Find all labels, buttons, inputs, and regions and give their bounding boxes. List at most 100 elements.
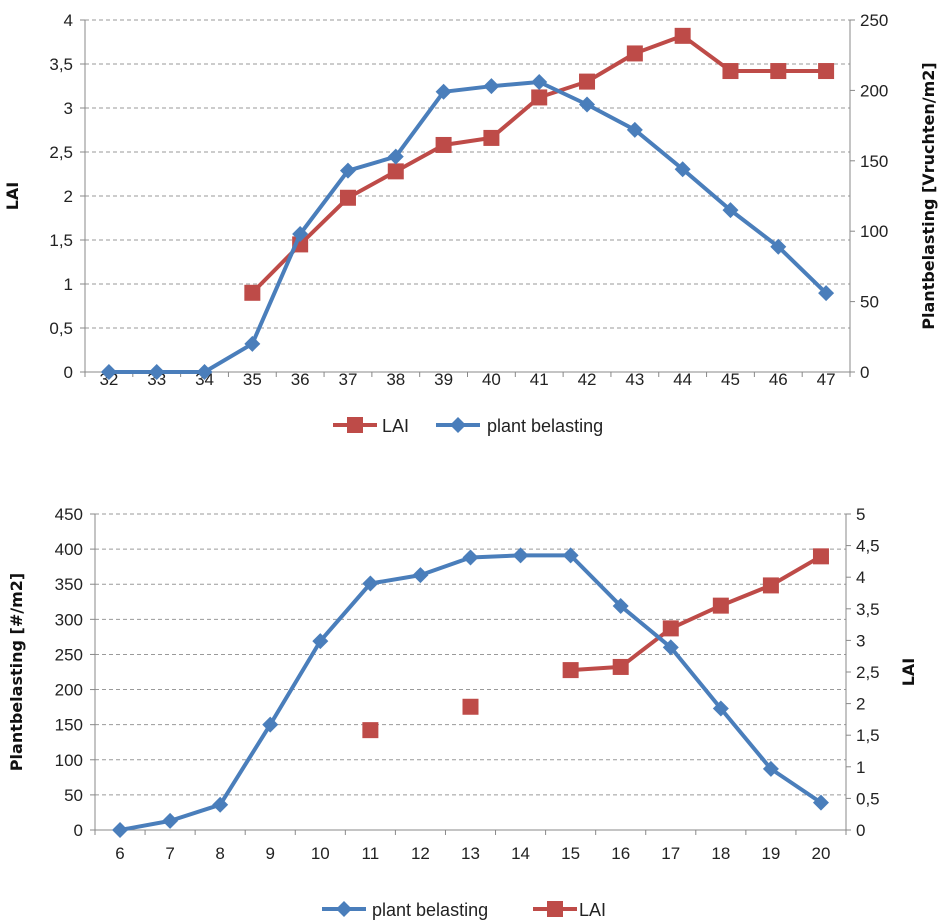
legend-entry: plant belasting	[322, 900, 488, 920]
data-point	[579, 96, 596, 113]
data-point	[662, 620, 679, 637]
data-point	[112, 822, 129, 838]
data-point	[674, 161, 691, 178]
x-tick-label: 46	[769, 370, 788, 389]
right-tick-label: 200	[860, 81, 888, 100]
data-point	[212, 796, 229, 813]
series-lai	[362, 548, 829, 739]
data-point	[579, 73, 596, 90]
x-tick-label: 14	[511, 844, 530, 863]
x-tick-label: 16	[611, 844, 630, 863]
x-tick-label: 39	[434, 370, 453, 389]
data-point	[339, 189, 356, 206]
left-tick-label: 350	[55, 575, 83, 594]
legend-label: LAI	[382, 416, 409, 436]
series-plant-belasting	[112, 547, 829, 838]
data-point	[100, 364, 117, 380]
data-point	[770, 238, 787, 255]
data-point	[362, 575, 379, 592]
x-tick-label: 47	[817, 370, 836, 389]
left-tick-label: 0	[64, 363, 73, 382]
data-point	[387, 148, 404, 165]
data-point	[462, 549, 479, 566]
data-point	[626, 121, 643, 138]
right-tick-label: 4,5	[856, 537, 880, 556]
left-tick-label: 50	[64, 786, 83, 805]
x-tick-label: 15	[561, 844, 580, 863]
series-line	[570, 554, 823, 673]
y-axis-title: LAI	[3, 182, 22, 211]
left-tick-label: 100	[55, 751, 83, 770]
chart-lai-week: 00,511,522,533,5405010015020025032333435…	[3, 11, 938, 436]
data-point	[531, 89, 548, 106]
right-tick-label: 100	[860, 222, 888, 241]
left-tick-label: 200	[55, 681, 83, 700]
right-tick-label: 250	[860, 11, 888, 30]
right-tick-label: 0,5	[856, 789, 880, 808]
right-tick-label: 50	[860, 293, 879, 312]
x-tick-label: 42	[578, 370, 597, 389]
x-tick-label: 8	[215, 844, 224, 863]
x-tick-label: 43	[625, 370, 644, 389]
x-tick-label: 41	[530, 370, 549, 389]
data-point	[812, 548, 829, 565]
right-tick-label: 0	[856, 821, 865, 840]
data-point	[818, 63, 835, 80]
legend-label: plant belasting	[372, 900, 488, 920]
x-tick-label: 7	[165, 844, 174, 863]
x-tick-label: 38	[386, 370, 405, 389]
right-tick-label: 1	[856, 758, 865, 777]
legend-swatch-marker	[347, 417, 363, 433]
data-point	[162, 812, 179, 829]
right-tick-label: 5	[856, 505, 865, 524]
left-tick-label: 2	[64, 187, 73, 206]
data-point	[292, 226, 309, 243]
left-tick-label: 450	[55, 505, 83, 524]
data-point	[339, 162, 356, 179]
data-point	[312, 633, 329, 650]
x-tick-label: 36	[291, 370, 310, 389]
y2-axis-title: Plantbelasting [Vruchten/m2]	[919, 62, 938, 329]
left-tick-label: 1	[64, 275, 73, 294]
right-tick-label: 3,5	[856, 600, 880, 619]
legend-entry: plant belasting	[436, 416, 603, 436]
data-point	[435, 83, 452, 100]
legend-swatch-marker	[547, 901, 563, 917]
series-line	[119, 553, 823, 832]
data-point	[362, 722, 379, 739]
left-tick-label: 250	[55, 645, 83, 664]
x-tick-label: 40	[482, 370, 501, 389]
left-tick-label: 1,5	[49, 231, 73, 250]
data-point	[262, 716, 279, 733]
data-point	[244, 335, 261, 352]
data-point	[196, 364, 213, 380]
left-tick-label: 0,5	[49, 319, 73, 338]
x-tick-label: 10	[311, 844, 330, 863]
data-point	[148, 364, 165, 380]
x-tick-label: 45	[721, 370, 740, 389]
data-point	[562, 662, 579, 679]
data-point	[612, 597, 629, 614]
data-point	[812, 794, 829, 811]
legend-swatch-marker	[336, 901, 352, 917]
legend-entry: LAI	[333, 416, 409, 436]
data-point	[562, 547, 579, 564]
series-plant-belasting	[100, 73, 835, 380]
data-point	[712, 700, 729, 717]
data-point	[412, 567, 429, 584]
series-lai	[244, 27, 835, 301]
data-point	[674, 27, 691, 44]
data-point	[818, 285, 835, 302]
legend-swatch-marker	[450, 417, 466, 433]
x-tick-label: 17	[661, 844, 680, 863]
left-tick-label: 0	[74, 821, 83, 840]
x-tick-label: 13	[461, 844, 480, 863]
x-tick-label: 35	[243, 370, 262, 389]
data-point	[762, 577, 779, 594]
right-tick-label: 4	[856, 568, 865, 587]
left-tick-label: 150	[55, 716, 83, 735]
data-point	[612, 658, 629, 675]
data-point	[770, 63, 787, 80]
data-point	[722, 63, 739, 80]
